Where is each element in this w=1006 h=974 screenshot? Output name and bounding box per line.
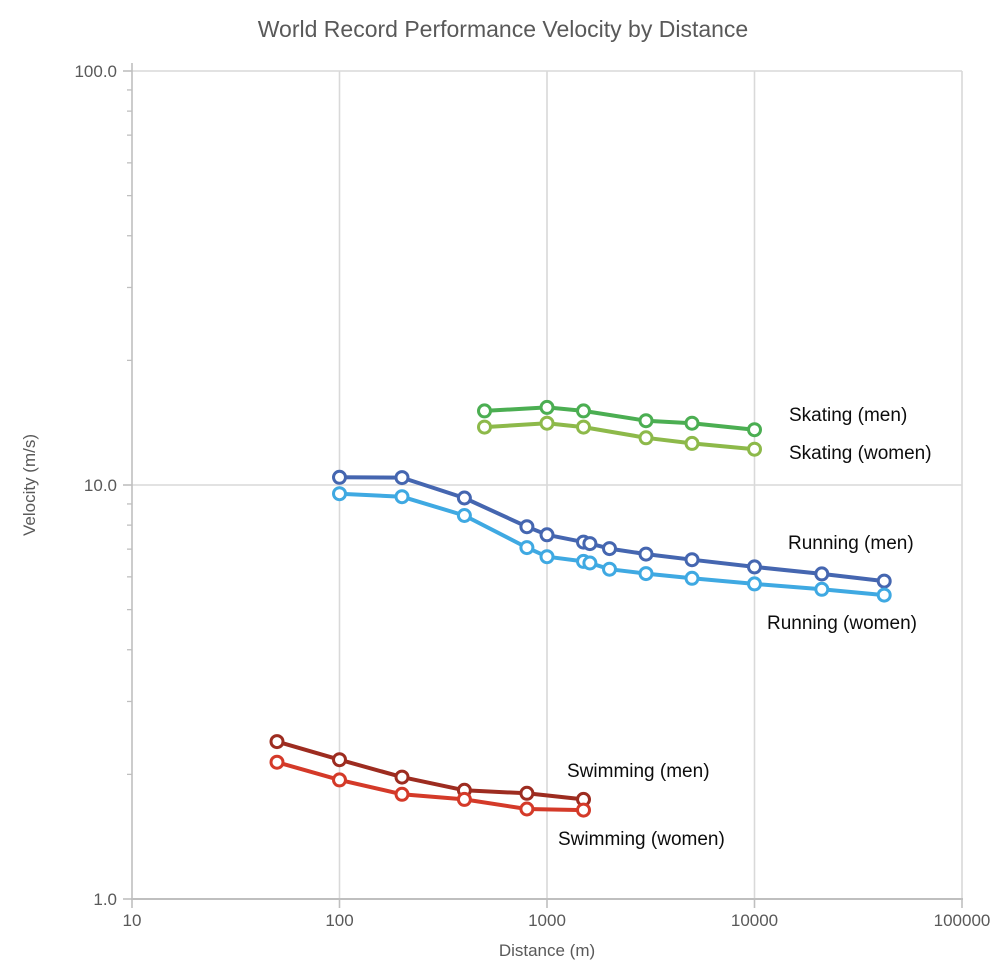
data-point-marker: [747, 559, 762, 575]
y-axis-title: Velocity (m/s): [20, 433, 39, 537]
data-point-marker: [747, 422, 762, 438]
series-label-swimming-women: Swimming (women): [558, 829, 725, 850]
data-point-marker: [684, 570, 700, 586]
y-tick-label: 10.0: [84, 476, 117, 495]
data-point-marker: [747, 576, 762, 592]
data-point-marker: [332, 469, 347, 485]
series-label-running-women: Running (women): [767, 613, 917, 634]
data-point-marker: [539, 549, 555, 565]
data-point-marker: [539, 415, 555, 431]
data-point-marker: [814, 566, 830, 582]
data-point-marker: [332, 486, 347, 502]
data-point-marker: [269, 734, 285, 750]
data-point-marker: [576, 419, 591, 435]
data-point-marker: [876, 573, 892, 589]
data-point-marker: [519, 540, 535, 556]
data-point-marker: [539, 527, 555, 543]
y-tick-label: 100.0: [74, 62, 117, 81]
series-line-swimming-women: [275, 760, 586, 813]
data-point-marker: [638, 546, 654, 562]
data-point-marker: [814, 581, 830, 597]
data-point-marker: [477, 403, 492, 419]
data-point-marker: [602, 541, 617, 557]
data-point-marker: [602, 561, 617, 577]
data-point-marker: [747, 441, 762, 457]
data-point-marker: [576, 802, 591, 818]
data-point-marker: [456, 508, 472, 523]
data-point-marker: [394, 769, 410, 785]
data-point-marker: [684, 415, 700, 431]
x-axis-title: Distance (m): [498, 941, 596, 960]
x-tick-label: 10000: [731, 911, 778, 930]
x-tick-label: 10: [123, 911, 142, 930]
data-point-marker: [684, 552, 700, 568]
chart-title: World Record Performance Velocity by Dis…: [257, 16, 749, 42]
data-point-marker: [394, 470, 410, 486]
data-point-marker: [519, 519, 535, 535]
data-point-marker: [638, 413, 654, 429]
series-label-swimming-men: Swimming (men): [567, 761, 710, 782]
data-point-marker: [638, 430, 654, 446]
data-point-marker: [519, 801, 535, 817]
data-point-marker: [684, 435, 700, 451]
data-point-marker: [539, 399, 555, 415]
x-tick-label: 100: [325, 911, 353, 930]
x-tick-label: 100000: [934, 911, 991, 930]
series-label-skating-women: Skating (women): [789, 443, 932, 464]
series-line-skating-men: [482, 405, 757, 432]
y-tick-label: 1.0: [93, 890, 117, 909]
data-point-marker: [477, 419, 492, 435]
data-point-marker: [576, 403, 591, 419]
data-point-marker: [582, 536, 598, 552]
data-point-marker: [394, 489, 410, 505]
data-point-marker: [332, 752, 347, 768]
data-point-marker: [456, 791, 472, 807]
data-point-marker: [582, 555, 598, 571]
x-tick-label: 1000: [528, 911, 566, 930]
data-point-marker: [876, 587, 892, 603]
data-point-marker: [519, 785, 535, 801]
data-point-marker: [638, 566, 654, 582]
series-label-running-men: Running (men): [788, 533, 914, 554]
data-point-marker: [394, 786, 410, 802]
data-point-marker: [332, 772, 347, 788]
series-label-skating-men: Skating (men): [789, 405, 907, 426]
data-point-marker: [269, 754, 285, 770]
data-point-marker: [456, 490, 472, 506]
series-line-skating-women: [482, 421, 757, 452]
series-line-swimming-men: [275, 739, 586, 802]
